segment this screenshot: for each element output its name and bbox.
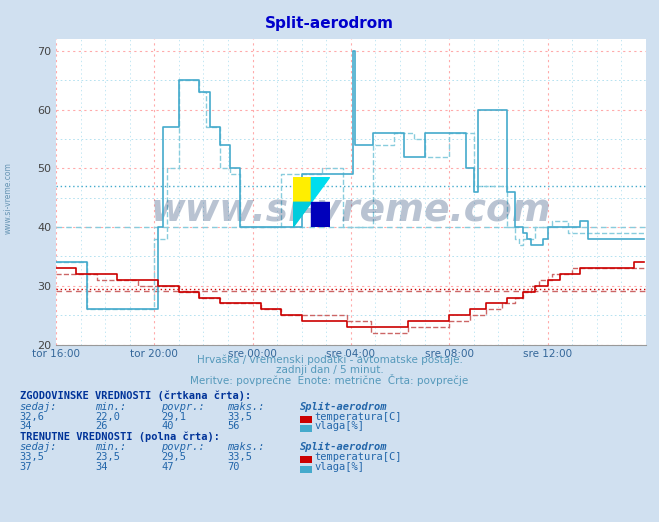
Text: min.:: min.: — [96, 402, 127, 412]
Text: povpr.:: povpr.: — [161, 442, 205, 452]
Text: 33,5: 33,5 — [20, 452, 45, 462]
Text: 33,5: 33,5 — [227, 412, 252, 422]
Text: min.:: min.: — [96, 442, 127, 452]
Text: 29,5: 29,5 — [161, 452, 186, 462]
Text: ZGODOVINSKE VREDNOSTI (črtkana črta):: ZGODOVINSKE VREDNOSTI (črtkana črta): — [20, 391, 251, 401]
Text: temperatura[C]: temperatura[C] — [314, 412, 402, 422]
Text: 23,5: 23,5 — [96, 452, 121, 462]
Text: 56: 56 — [227, 421, 240, 431]
Text: www.si-vreme.com: www.si-vreme.com — [4, 162, 13, 234]
Text: maks.:: maks.: — [227, 402, 265, 412]
Text: Split-aerodrom: Split-aerodrom — [300, 402, 387, 412]
Text: zadnji dan / 5 minut.: zadnji dan / 5 minut. — [275, 365, 384, 375]
Text: 26: 26 — [96, 421, 108, 431]
Text: vlaga[%]: vlaga[%] — [314, 421, 364, 431]
Text: sedaj:: sedaj: — [20, 442, 57, 452]
Text: 22,0: 22,0 — [96, 412, 121, 422]
Text: sedaj:: sedaj: — [20, 402, 57, 412]
Polygon shape — [293, 177, 312, 203]
Text: 37: 37 — [20, 462, 32, 472]
Text: temperatura[C]: temperatura[C] — [314, 452, 402, 462]
Text: povpr.:: povpr.: — [161, 402, 205, 412]
Text: 40: 40 — [161, 421, 174, 431]
Text: vlaga[%]: vlaga[%] — [314, 462, 364, 472]
Text: Split-aerodrom: Split-aerodrom — [300, 442, 387, 452]
Text: 34: 34 — [20, 421, 32, 431]
Text: 47: 47 — [161, 462, 174, 472]
Text: www.si-vreme.com: www.si-vreme.com — [150, 192, 552, 228]
Text: Split-aerodrom: Split-aerodrom — [265, 16, 394, 31]
Text: 32,6: 32,6 — [20, 412, 45, 422]
Text: 34: 34 — [96, 462, 108, 472]
Polygon shape — [312, 203, 330, 227]
Text: 29,1: 29,1 — [161, 412, 186, 422]
Text: TRENUTNE VREDNOSTI (polna črta):: TRENUTNE VREDNOSTI (polna črta): — [20, 431, 219, 442]
Text: 33,5: 33,5 — [227, 452, 252, 462]
Text: Hrvaška / vremenski podatki - avtomatske postaje.: Hrvaška / vremenski podatki - avtomatske… — [196, 354, 463, 365]
Polygon shape — [293, 203, 312, 227]
Text: 70: 70 — [227, 462, 240, 472]
Text: Meritve: povprečne  Enote: metrične  Črta: povprečje: Meritve: povprečne Enote: metrične Črta:… — [190, 374, 469, 386]
Polygon shape — [312, 177, 330, 203]
Text: maks.:: maks.: — [227, 442, 265, 452]
